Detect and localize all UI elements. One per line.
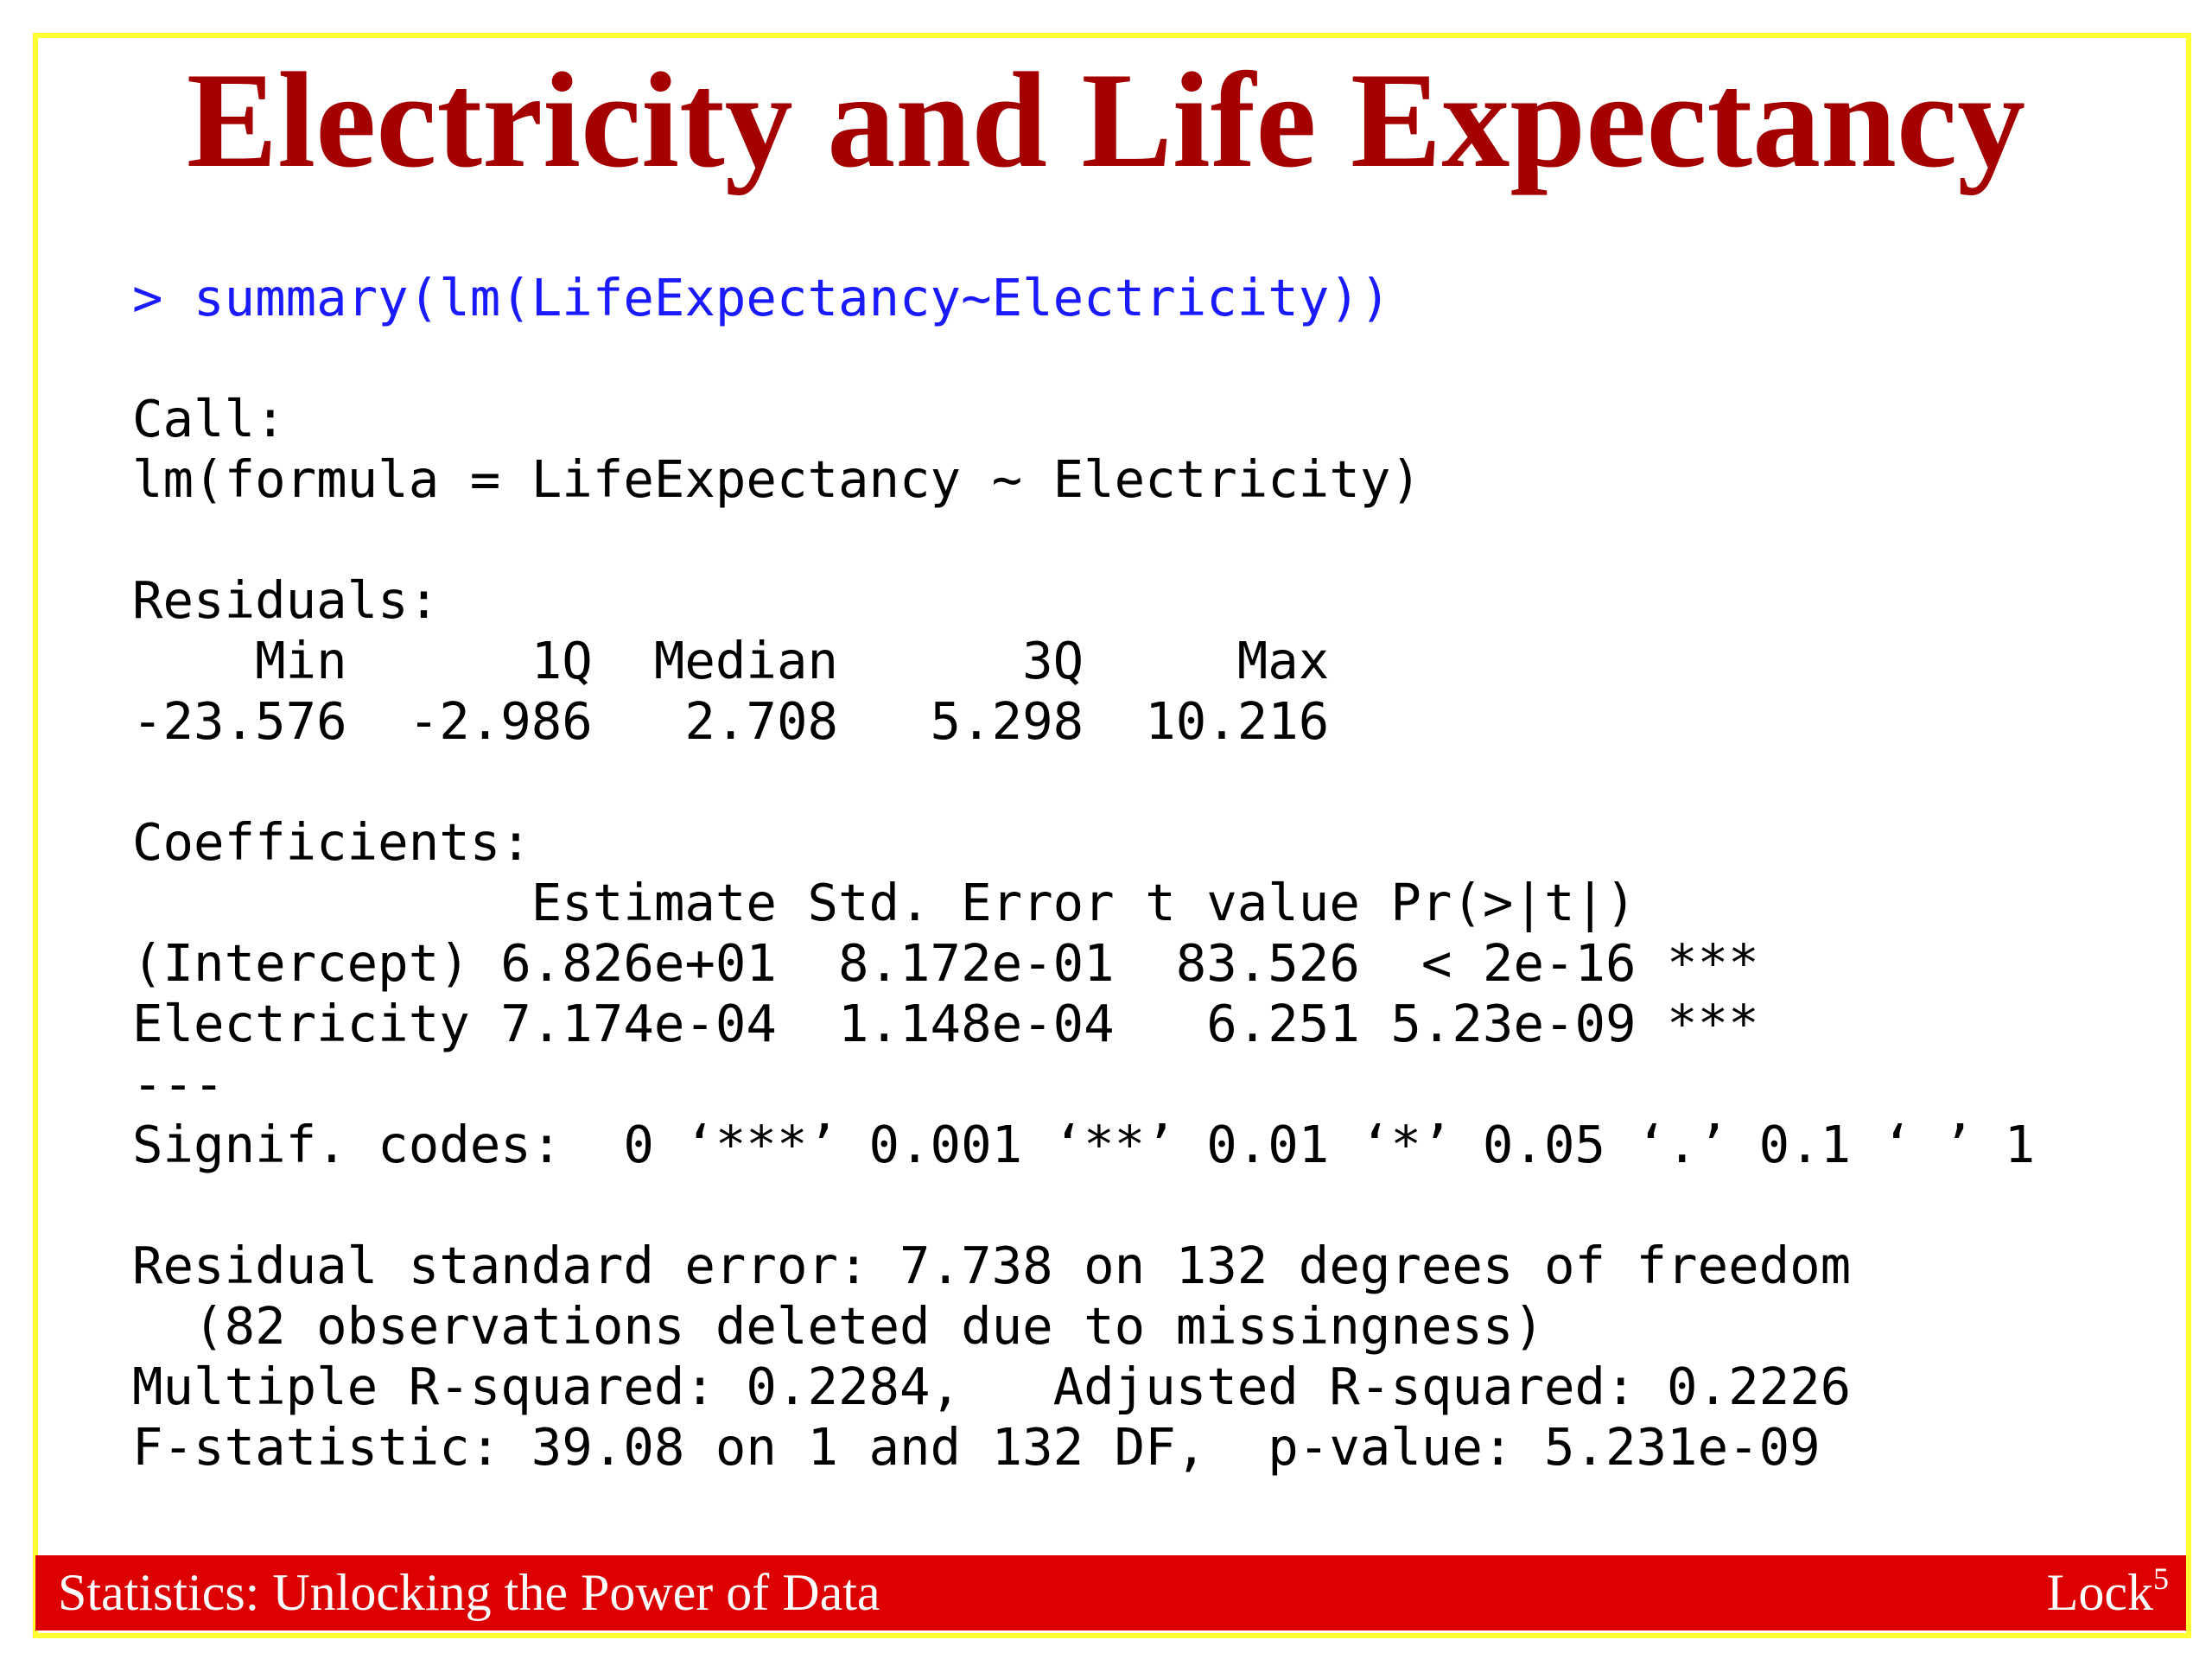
author-name: Lock [2046,1564,2153,1621]
footer-text: Statistics: Unlocking the Power of Data [58,1564,880,1621]
output-line: Multiple R-squared: 0.2284, Adjusted R-s… [132,1357,1882,1416]
author-superscript: 5 [2153,1561,2169,1596]
output-line: Call: [132,389,286,448]
output-line: Estimate Std. Error t value Pr(>|t|) [132,873,1759,932]
slide-title: Electricity and Life Expectancy [186,45,2026,196]
footer-bar: Statistics: Unlocking the Power of Data … [35,1555,2186,1630]
output-line: Residual standard error: 7.738 on 132 de… [132,1236,1852,1295]
output-line: (82 observations deleted due to missingn… [132,1296,1544,1356]
output-line: Signif. codes: 0 ‘***’ 0.001 ‘**’ 0.01 ‘… [132,1115,2036,1174]
footer-author: Lock5 [2047,1555,2169,1630]
output-line: Coefficients: [132,812,531,872]
output-block: Residual standard error: 7.738 on 132 de… [132,1236,2035,1478]
slide-border [33,33,2191,1638]
output-line: lm(formula = LifeExpectancy ~ Electricit… [132,449,1421,509]
output-line: --- [132,1054,225,1114]
output-block: Coefficients: Estimate Std. Error t valu… [132,812,2035,1175]
r-console-output: > summary(lm(LifeExpectancy~Electricity)… [132,268,2035,1538]
output-line: -23.576 -2.986 2.708 5.298 10.216 [132,691,1360,751]
output-block: Residuals: Min 1Q Median 3Q Max -23.576 … [132,570,2035,752]
output-line: Residuals: [132,570,440,630]
command-line: > summary(lm(LifeExpectancy~Electricity)… [132,268,1391,327]
output-block: Call: lm(formula = LifeExpectancy ~ Elect… [132,389,2035,510]
output-line: (Intercept) 6.826e+01 8.172e-01 83.526 <… [132,933,1759,993]
output-line: Electricity 7.174e-04 1.148e-04 6.251 5.… [132,994,1759,1053]
output-line: Min 1Q Median 3Q Max [132,631,1360,690]
output-line: F-statistic: 39.08 on 1 and 132 DF, p-va… [132,1417,1821,1477]
